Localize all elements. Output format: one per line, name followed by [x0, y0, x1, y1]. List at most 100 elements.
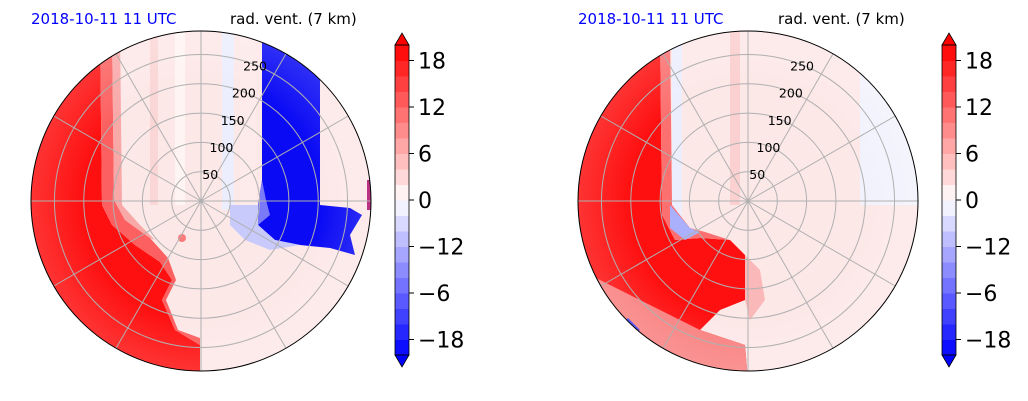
colorbar-tick-label-0: 0	[965, 189, 979, 214]
colorbar-tick-label--6: −12	[965, 236, 1011, 261]
range-ring-label-200: 200	[232, 86, 256, 101]
colorbar-level-0	[942, 339, 956, 356]
colorbar-level-19	[395, 45, 409, 61]
colorbar-extend-max	[941, 32, 957, 46]
colorbar-extend-min	[394, 354, 410, 368]
azimuth-spoke-120	[115, 53, 202, 202]
range-ring-label-150: 150	[221, 113, 245, 128]
panel-right-date-title: 2018-10-11 11 UTC	[578, 10, 724, 28]
colorbar-level-2	[942, 308, 956, 325]
colorbar-left: 18 12 6 0 −12 −6 −18	[394, 32, 464, 368]
panel-right-frame	[577, 30, 919, 372]
range-ring-label-250: 250	[790, 59, 814, 74]
azimuth-spoke-240	[115, 200, 202, 349]
colorbar-tick-label-12: 12	[965, 96, 993, 121]
panel-left-date-title: 2018-10-11 11 UTC	[31, 10, 177, 28]
colorbar-level-9	[942, 200, 956, 216]
azimuth-spoke-300	[200, 200, 287, 349]
panel-left-frame	[30, 30, 372, 372]
colorbar-level-12	[395, 153, 409, 170]
colorbar-level-2	[395, 308, 409, 325]
colorbar-level-4	[395, 277, 409, 294]
range-ring-label-250: 250	[243, 59, 267, 74]
azimuth-spoke-150	[600, 115, 749, 202]
azimuth-spoke-300	[747, 200, 834, 349]
panel-right-velocity-field	[578, 31, 918, 371]
azimuth-spoke-210	[600, 200, 749, 287]
azimuth-spoke-330	[200, 200, 349, 287]
colorbar-level-4	[942, 277, 956, 294]
colorbar-level-5	[942, 262, 956, 278]
range-ring-label-200: 200	[779, 86, 803, 101]
colorbar-level-7	[942, 231, 956, 247]
colorbar-tick-label-18: 18	[965, 50, 993, 75]
azimuth-spoke-60	[200, 53, 287, 202]
colorbar-level-19	[942, 45, 956, 61]
colorbar-level-7	[395, 231, 409, 247]
colorbar-level-0	[395, 339, 409, 356]
azimuth-spoke-150	[53, 115, 202, 202]
colorbar-level-15	[395, 107, 409, 123]
colorbar-level-14	[395, 122, 409, 139]
colorbar-level-3	[395, 293, 409, 309]
colorbar-tick-label--18: −18	[965, 329, 1011, 354]
colorbar-tick-label--12: −6	[965, 282, 997, 307]
colorbar-right: 18 12 6 0 −12 −6 −18	[941, 32, 1011, 368]
colorbar-extend-min	[941, 354, 957, 368]
range-ring-label-50: 50	[749, 167, 765, 182]
colorbar-level-12	[942, 153, 956, 170]
colorbar-level-11	[942, 169, 956, 185]
colorbar-tick-label-18: 18	[418, 50, 446, 75]
range-ring-label-100: 100	[210, 140, 234, 155]
azimuth-spoke-330	[747, 200, 896, 287]
panel-left-range-ring-labels: 50 100 150 200 250	[202, 59, 267, 182]
colorbar-level-13	[395, 138, 409, 154]
colorbar-level-15	[942, 107, 956, 123]
colorbar-level-14	[942, 122, 956, 139]
azimuth-spoke-240	[662, 200, 749, 349]
colorbar-tick-label--6: −12	[418, 236, 464, 261]
colorbar-level-9	[395, 200, 409, 216]
azimuth-spoke-30	[747, 115, 896, 202]
colorbar-level-5	[395, 262, 409, 278]
colorbar-level-8	[395, 215, 409, 232]
azimuth-spoke-120	[662, 53, 749, 202]
panel-right-range-ring-labels: 50 100 150 200 250	[749, 59, 814, 182]
panel-left-variable-title: rad. vent. (7 km)	[230, 10, 357, 28]
colorbar-level-10	[395, 184, 409, 201]
colorbar-level-6	[942, 246, 956, 263]
azimuth-spoke-60	[747, 53, 834, 202]
colorbar-level-16	[942, 91, 956, 108]
azimuth-spoke-30	[200, 115, 349, 202]
colorbar-tick-label-6: 6	[418, 143, 432, 168]
colorbar-level-13	[942, 138, 956, 154]
colorbar-level-6	[395, 246, 409, 263]
panel-left-polar-grid	[31, 31, 371, 371]
colorbar-level-3	[942, 293, 956, 309]
colorbar-tick-label--12: −6	[418, 282, 450, 307]
colorbar-extend-max	[394, 32, 410, 46]
azimuth-spoke-210	[53, 200, 202, 287]
range-ring-label-50: 50	[202, 167, 218, 182]
panel-right-polar-grid	[578, 31, 918, 371]
colorbar-tick-label-12: 12	[418, 96, 446, 121]
colorbar-level-18	[942, 60, 956, 77]
colorbar-level-18	[395, 60, 409, 77]
panel-right: 2018-10-11 11 UTC rad. vent. (7 km) 50 10…	[577, 10, 919, 372]
colorbar-tick-label--18: −18	[418, 329, 464, 354]
panel-right-variable-title: rad. vent. (7 km)	[778, 10, 905, 28]
range-ring-label-150: 150	[768, 113, 792, 128]
colorbar-level-17	[395, 76, 409, 92]
colorbar-level-1	[395, 324, 409, 340]
colorbar-level-10	[942, 184, 956, 201]
colorbar-tick-label-6: 6	[965, 143, 979, 168]
colorbar-level-16	[395, 91, 409, 108]
colorbar-tick-label-0: 0	[418, 189, 432, 214]
colorbar-level-8	[942, 215, 956, 232]
colorbar-level-17	[942, 76, 956, 92]
colorbar-level-1	[942, 324, 956, 340]
range-ring-label-100: 100	[757, 140, 781, 155]
panel-left: 2018-10-11 11 UTC rad. vent. (7 km) 50 10…	[30, 10, 372, 372]
colorbar-level-11	[395, 169, 409, 185]
